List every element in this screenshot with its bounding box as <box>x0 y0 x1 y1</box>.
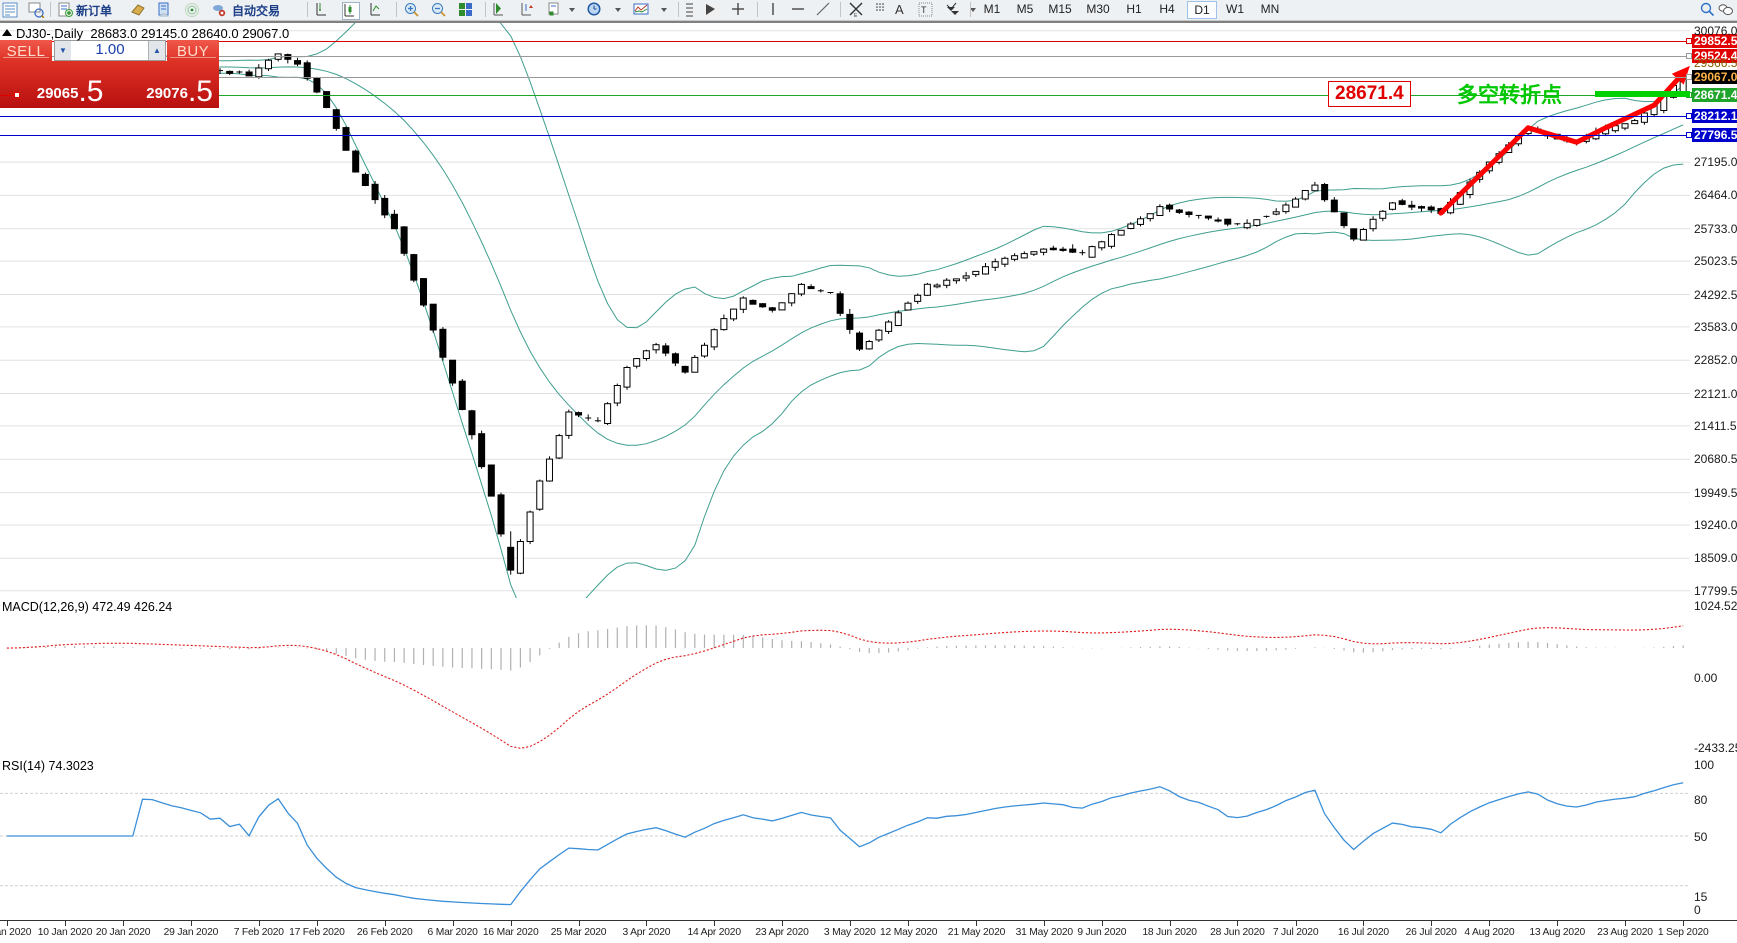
svg-text:E: E <box>854 13 858 18</box>
svg-text:T: T <box>921 5 927 15</box>
